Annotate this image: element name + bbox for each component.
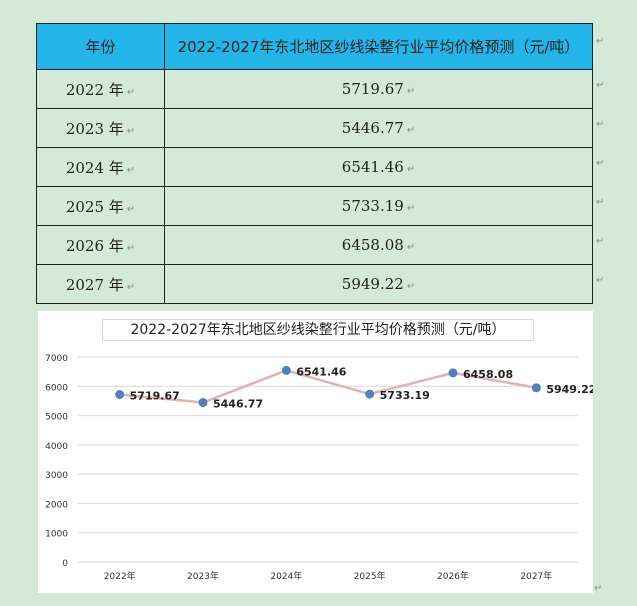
value-cell: 6458.08 ↵ <box>164 225 593 265</box>
data-point <box>531 383 541 393</box>
data-point <box>115 389 125 399</box>
data-point <box>281 365 291 375</box>
data-table: 年份 2022-2027年东北地区纱线染整行业平均价格预测（元/吨） 2022 … <box>36 23 593 304</box>
table-row: 2026 年 ↵ 6458.08 ↵ <box>36 225 593 265</box>
value-cell: 5949.22 ↵ <box>164 264 593 304</box>
year-cell: 2022 年 ↵ <box>36 69 165 109</box>
y-tick-label: 5000 <box>45 413 68 423</box>
year-cell: 2026 年 ↵ <box>36 225 165 265</box>
paragraph-mark-icon: ↵ <box>406 164 416 175</box>
y-tick-label: 1000 <box>45 530 68 540</box>
paragraph-mark-icon: ↵ <box>406 125 416 136</box>
paragraph-mark-icon: ↵ <box>406 86 416 97</box>
data-label: 5949.22 <box>546 383 593 396</box>
x-tick-label: 2023年 <box>187 570 219 582</box>
paragraph-mark-icon: ↵ <box>126 281 136 293</box>
paragraph-mark-icon: ↵ <box>596 197 605 208</box>
data-label: 6541.46 <box>296 365 346 378</box>
paragraph-mark-icon: ↵ <box>126 164 136 176</box>
data-label: 5733.19 <box>380 389 430 402</box>
paragraph-mark-icon: ↵ <box>596 119 605 130</box>
header-year: 年份 <box>36 23 165 70</box>
value-cell: 5719.67 ↵ <box>164 69 593 109</box>
paragraph-mark-icon: ↵ <box>596 80 605 91</box>
table-row: 2025 年 ↵ 5733.19 ↵ <box>36 186 593 226</box>
paragraph-mark-icon: ↵ <box>126 86 136 98</box>
y-tick-label: 3000 <box>45 471 68 481</box>
paragraph-mark-icon: ↵ <box>126 125 136 137</box>
data-label: 5446.77 <box>213 397 263 410</box>
y-tick-label: 0 <box>62 559 68 569</box>
chart-area: 0 1000 2000 3000 4000 5000 6000 7000 2022年 2023年 2… <box>38 311 593 593</box>
year-cell: 2025 年 ↵ <box>36 186 165 226</box>
table-row: 2023 年 ↵ 5446.77 ↵ <box>36 108 593 148</box>
x-tick-label: 2025年 <box>354 570 386 582</box>
value-cell: 5733.19 ↵ <box>164 186 593 226</box>
x-tick-label: 2026年 <box>437 570 469 582</box>
table-row: 2022 年 ↵ 5719.67 ↵ <box>36 69 593 109</box>
x-tick-label: 2027年 <box>520 570 552 582</box>
data-label: 5719.67 <box>130 389 180 402</box>
x-tick-label: 2024年 <box>270 570 302 582</box>
x-tick-label: 2022年 <box>104 570 136 582</box>
paragraph-mark-icon: ↵ <box>406 203 416 214</box>
chart-title: 2022-2027年东北地区纱线染整行业平均价格预测（元/吨） <box>102 319 534 341</box>
paragraph-mark-icon: ↵ <box>596 236 605 247</box>
year-cell: 2027 年 ↵ <box>36 264 165 304</box>
table-row: 2027 年 ↵ 5949.22 ↵ <box>36 264 593 304</box>
paragraph-mark-icon: ↵ <box>406 281 416 292</box>
series-line <box>119 369 537 404</box>
value-cell: 5446.77 ↵ <box>164 108 593 148</box>
paragraph-mark-icon: ↵ <box>406 242 416 253</box>
value-cell: 6541.46 ↵ <box>164 147 593 187</box>
paragraph-mark-icon: ↵ <box>126 203 136 215</box>
paragraph-mark-icon: ↵ <box>126 242 136 254</box>
y-tick-label: 6000 <box>45 383 68 393</box>
line-chart: 0 1000 2000 3000 4000 5000 6000 7000 2022年 2023年 2… <box>45 354 593 582</box>
y-tick-label: 4000 <box>45 442 68 452</box>
paragraph-mark-icon: ↵ <box>596 275 605 286</box>
data-point <box>198 397 208 407</box>
data-point <box>448 368 458 378</box>
table-row: 2024 年 ↵ 6541.46 ↵ <box>36 147 593 187</box>
data-label: 6458.08 <box>463 368 513 381</box>
y-tick-label: 2000 <box>45 500 68 510</box>
year-cell: 2023 年 ↵ <box>36 108 165 148</box>
data-point <box>365 389 375 399</box>
paragraph-mark-icon: ↵ <box>596 158 605 169</box>
paragraph-mark-icon: ↵ <box>596 36 605 47</box>
paragraph-mark-icon: ↵ <box>594 583 603 594</box>
header-value: 2022-2027年东北地区纱线染整行业平均价格预测（元/吨） <box>164 23 593 70</box>
table-header-row: 年份 2022-2027年东北地区纱线染整行业平均价格预测（元/吨） <box>36 23 593 70</box>
y-tick-label: 7000 <box>45 354 68 364</box>
year-cell: 2024 年 ↵ <box>36 147 165 187</box>
